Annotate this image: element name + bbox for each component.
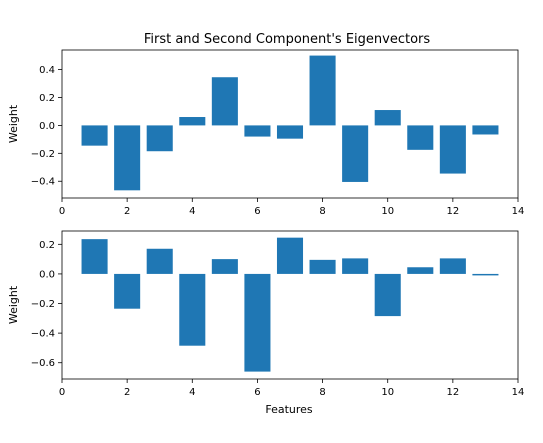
bar-feature-1 xyxy=(81,125,108,146)
bar-feature-9 xyxy=(342,125,369,182)
x-tick-label: 8 xyxy=(319,206,325,217)
x-tick-label: 12 xyxy=(446,387,459,398)
x-tick-label: 0 xyxy=(59,206,65,217)
x-tick-label: 2 xyxy=(124,387,130,398)
bar-feature-10 xyxy=(374,273,401,317)
bar-feature-8 xyxy=(309,55,336,126)
plot-frame xyxy=(61,49,519,199)
bar-feature-12 xyxy=(439,125,466,174)
chart-title: First and Second Component's Eigenvector… xyxy=(144,32,431,47)
x-tick-label: 10 xyxy=(381,206,394,217)
bar-feature-11 xyxy=(407,267,434,274)
y-tick-label: 0.0 xyxy=(39,121,55,132)
bar-feature-4 xyxy=(179,273,206,346)
y-axis-label: Weight xyxy=(7,104,20,143)
y-tick-label: −0.4 xyxy=(31,177,55,188)
x-tick-label: 4 xyxy=(189,387,195,398)
bar-feature-13 xyxy=(472,125,499,135)
x-tick-label: 0 xyxy=(59,387,65,398)
y-tick-label: 0.2 xyxy=(39,93,55,104)
x-tick-label: 8 xyxy=(319,387,325,398)
x-tick-label: 14 xyxy=(512,206,525,217)
bar-feature-3 xyxy=(146,125,173,152)
y-tick-label: 0.4 xyxy=(39,65,55,76)
plot-frame xyxy=(61,230,519,380)
bar-feature-10 xyxy=(374,110,401,126)
bar-feature-7 xyxy=(276,125,304,139)
x-axis-label-bottom: Features xyxy=(265,403,313,416)
bar-feature-13 xyxy=(472,273,499,276)
y-axis-label: Weight xyxy=(7,285,20,324)
y-tick-label: −0.2 xyxy=(31,299,55,310)
x-tick-label: 2 xyxy=(124,206,130,217)
x-tick-label: 6 xyxy=(254,206,260,217)
bar-feature-3 xyxy=(146,248,173,274)
second-component-panel: 0 2 4 6 8 10 12 14 −0.6 −0.4 −0.2 0.0 0.2 Weight xyxy=(7,230,525,398)
bar-feature-7 xyxy=(276,237,304,274)
y-tick-label: 0.0 xyxy=(39,269,55,280)
x-tick-label: 4 xyxy=(189,206,195,217)
bar-feature-6 xyxy=(244,125,271,137)
y-tick-label: −0.2 xyxy=(31,149,55,160)
bar-feature-8 xyxy=(309,259,336,274)
bar-feature-2 xyxy=(114,273,141,309)
y-tick-label: −0.4 xyxy=(31,329,55,340)
y-tick-label: 0.2 xyxy=(39,240,55,251)
first-component-panel: 0 2 4 6 8 10 12 14 −0.4 −0.2 0.0 0.2 0.4 Weight xyxy=(7,49,525,217)
x-tick-label: 6 xyxy=(254,387,260,398)
x-tick-label: 14 xyxy=(512,387,525,398)
bar-feature-2 xyxy=(114,125,141,191)
bar-feature-4 xyxy=(179,117,206,126)
bar-feature-12 xyxy=(439,258,466,274)
x-tick-label: 10 xyxy=(381,387,394,398)
bar-feature-9 xyxy=(342,258,369,274)
bar-feature-1 xyxy=(81,239,108,274)
bar-feature-5 xyxy=(211,259,238,274)
y-tick-label: −0.6 xyxy=(31,358,55,369)
bar-feature-6 xyxy=(244,273,271,372)
x-tick-label: 12 xyxy=(446,206,459,217)
bar-feature-11 xyxy=(407,125,434,150)
bar-feature-5 xyxy=(211,77,238,126)
